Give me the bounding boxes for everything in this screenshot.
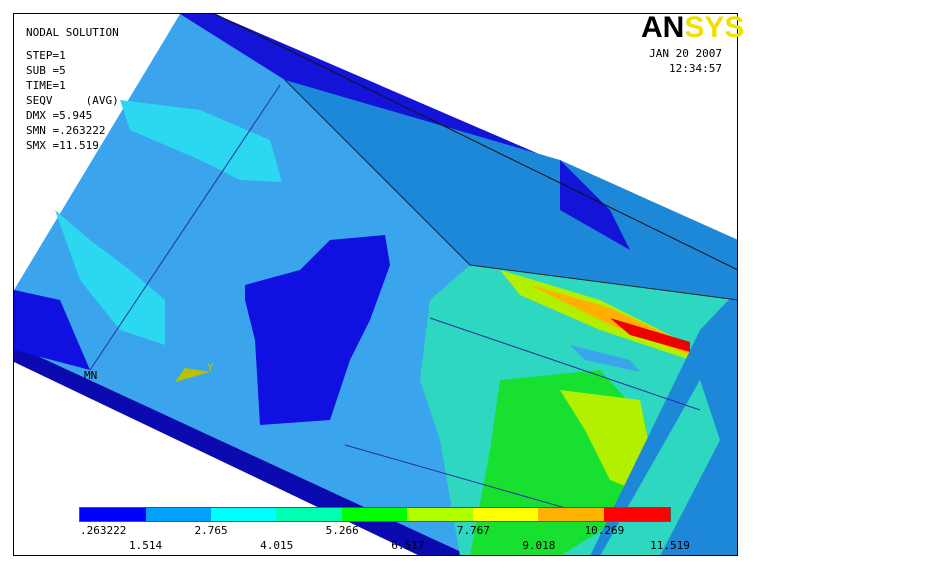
date: JAN 20 2007 (649, 47, 722, 60)
legend-label: 1.514 (129, 539, 162, 552)
viewport-frame (13, 13, 738, 556)
legend-label: 10.269 (585, 524, 625, 537)
triad (175, 368, 210, 382)
info-line: SMX =11.519 (26, 139, 99, 152)
legend-label: 9.018 (522, 539, 555, 552)
legend-band (604, 508, 670, 521)
contour-band (245, 235, 390, 425)
legend-band (80, 508, 146, 521)
time: 12:34:57 (669, 62, 722, 75)
end-face (590, 291, 737, 555)
info-line: DMX =5.945 (26, 109, 92, 122)
edge (214, 14, 737, 271)
legend-label: 2.765 (195, 524, 228, 537)
info-line: STEP=1 (26, 49, 66, 62)
legend-label: 6.517 (391, 539, 424, 552)
info-line: SEQV (AVG) (26, 94, 119, 107)
logo-part: AN (641, 11, 684, 44)
edge (284, 79, 737, 301)
legend-label: 7.767 (457, 524, 490, 537)
legend-label: 5.266 (326, 524, 359, 537)
edge (344, 444, 591, 516)
model-view: Y MN (14, 14, 737, 555)
legend-band (211, 508, 276, 521)
node-label: MN (84, 369, 97, 382)
legend-label: 11.519 (650, 539, 690, 552)
logo: ANSYS (641, 11, 744, 44)
legend-frame (79, 507, 671, 522)
edge (429, 317, 701, 411)
legend-label: 4.015 (260, 539, 293, 552)
info-line: SUB =5 (26, 64, 66, 77)
edge (89, 84, 281, 371)
triad-label: Y (207, 361, 214, 374)
legend-band (342, 508, 407, 521)
info-line: NODAL SOLUTION (26, 26, 119, 39)
underside (14, 345, 468, 555)
legend-label: .263222 (80, 524, 126, 537)
contour-band (610, 318, 690, 352)
contour-band (120, 100, 282, 182)
legend-band (473, 508, 538, 521)
contour-band (570, 345, 640, 372)
contour-band (560, 160, 630, 250)
info-line: TIME=1 (26, 79, 66, 92)
legend-band (276, 508, 342, 521)
legend-band (146, 508, 211, 521)
legend-band (407, 508, 473, 521)
info-line: SMN =.263222 (26, 124, 105, 137)
logo-part: SYS (684, 11, 744, 44)
contour-band (14, 290, 90, 370)
legend-band (538, 508, 604, 521)
contour-band (55, 210, 165, 345)
